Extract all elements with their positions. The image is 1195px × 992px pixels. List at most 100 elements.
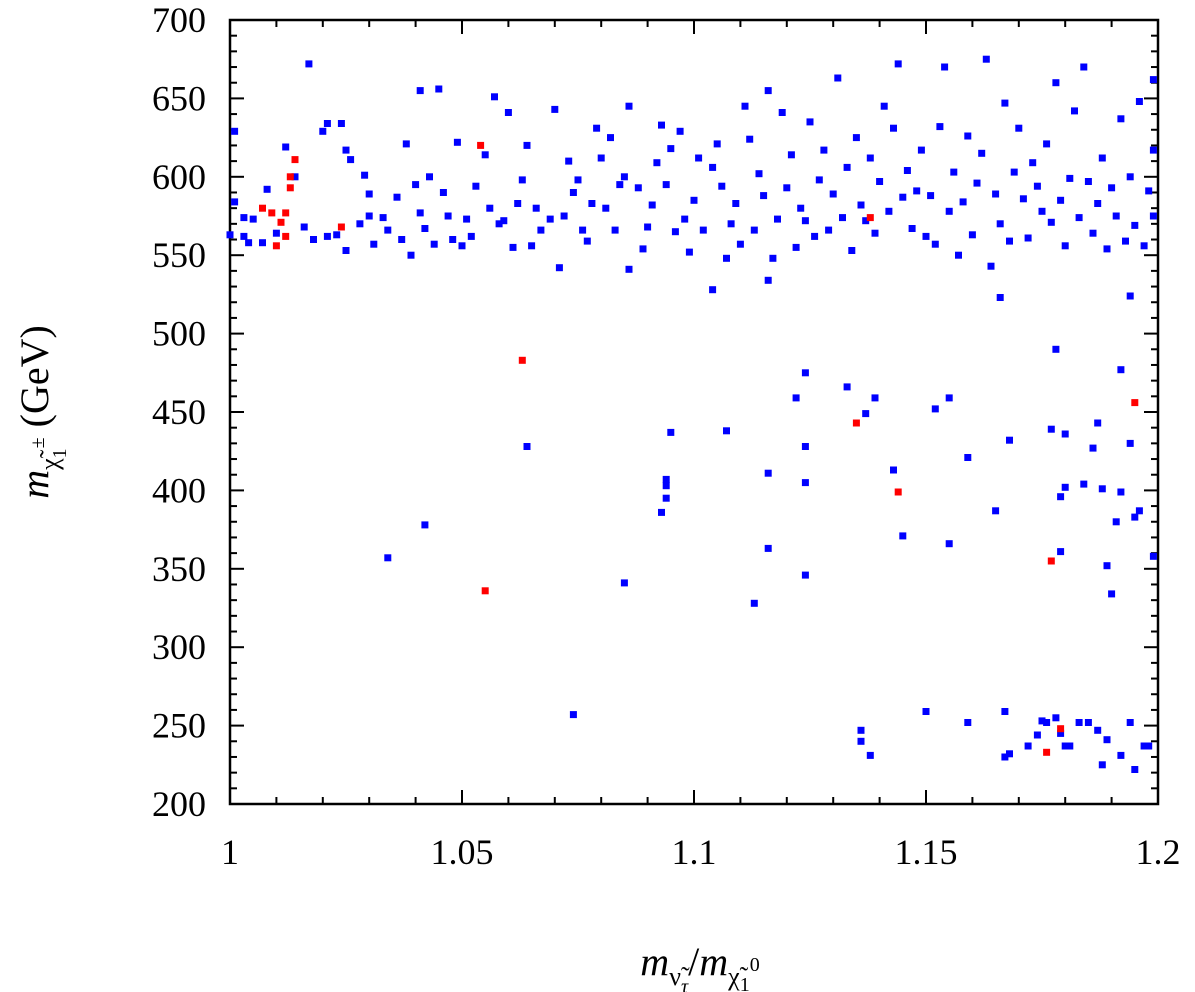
data-point-blue [272, 229, 280, 237]
data-point-blue [583, 237, 591, 245]
data-point-blue [992, 507, 1000, 515]
data-point-blue [927, 192, 935, 200]
data-point-blue [1061, 483, 1069, 491]
data-point-blue [1029, 159, 1037, 167]
data-point-blue [843, 383, 851, 391]
data-point-blue [792, 243, 800, 251]
data-point-blue [685, 248, 693, 256]
data-point-blue [709, 286, 717, 294]
data-point-blue [778, 109, 786, 116]
x-tick-labels: 1 1.05 1.1 1.15 1.2 [221, 832, 1181, 872]
data-point-blue [662, 181, 670, 189]
data-point-blue [1047, 425, 1055, 433]
data-point-blue [607, 134, 614, 142]
data-point-blue [1094, 419, 1102, 427]
data-point-red [1057, 725, 1065, 733]
data-point-blue [402, 140, 410, 148]
data-point-blue [964, 719, 972, 726]
data-point-blue [894, 60, 902, 68]
data-point-blue [996, 294, 1004, 301]
data-point-blue [1052, 79, 1060, 87]
data-point-blue [1149, 212, 1157, 220]
data-point-red [852, 419, 860, 427]
data-point-blue [1006, 436, 1013, 444]
data-point-blue [319, 127, 327, 135]
data-point-blue [1038, 717, 1046, 725]
data-point-blue [245, 239, 253, 247]
data-point-blue [1052, 714, 1060, 722]
data-point-blue [922, 708, 930, 715]
data-point-blue [361, 171, 369, 179]
data-point-blue [379, 214, 387, 222]
x-tick-label: 1.15 [895, 832, 958, 872]
data-point-blue [602, 204, 610, 212]
data-point-blue [862, 410, 870, 418]
data-point-blue [231, 127, 239, 135]
data-point-blue [1131, 766, 1139, 773]
data-point-blue [811, 232, 819, 240]
data-point-blue [1089, 229, 1097, 237]
data-point-blue [1024, 234, 1032, 242]
data-point-red [286, 173, 294, 181]
data-point-blue [801, 571, 809, 579]
data-point-blue [384, 226, 392, 234]
data-point-blue [820, 146, 828, 154]
data-point-blue [648, 201, 656, 209]
data-point-blue [249, 215, 257, 223]
data-point-blue [774, 215, 781, 223]
data-point-blue [620, 579, 628, 587]
data-point-blue [453, 138, 461, 146]
data-point-blue [931, 240, 939, 248]
x-tick-label: 1 [221, 832, 239, 872]
data-point-blue [514, 200, 522, 207]
data-points [226, 55, 1157, 773]
y-tick-label: 500 [152, 314, 206, 354]
data-point-red [337, 223, 345, 231]
data-point-red [282, 232, 290, 240]
data-point-blue [1103, 736, 1111, 744]
data-point-blue [1145, 742, 1153, 750]
y-tick-label: 400 [152, 470, 206, 510]
data-point-blue [723, 254, 730, 262]
data-point-blue [723, 427, 730, 435]
data-point-blue [922, 232, 930, 240]
data-point-blue [416, 209, 424, 217]
data-point-blue [690, 196, 698, 204]
data-point-blue [458, 242, 466, 250]
data-point-red [259, 204, 266, 212]
data-point-blue [871, 229, 879, 237]
data-point-blue [574, 176, 582, 184]
data-point-blue [815, 176, 823, 184]
data-point-blue [333, 231, 341, 239]
data-point-blue [964, 132, 972, 140]
data-point-blue [1089, 444, 1097, 452]
data-point-blue [398, 236, 406, 243]
data-point-blue [695, 154, 703, 162]
data-point-blue [1080, 480, 1088, 488]
data-point-blue [727, 220, 735, 228]
data-point-blue [801, 217, 809, 225]
data-point-blue [291, 173, 299, 181]
data-point-blue [1057, 196, 1065, 204]
data-point-blue [1145, 187, 1153, 195]
x-tick-label: 1.05 [431, 832, 494, 872]
data-point-blue [356, 220, 364, 228]
data-point-blue [899, 532, 907, 540]
data-point-red [1043, 748, 1051, 756]
data-point-blue [491, 93, 498, 101]
data-point-blue [644, 223, 652, 231]
data-point-blue [1117, 366, 1125, 374]
data-point-blue [537, 226, 545, 234]
data-point-blue [792, 394, 800, 402]
data-point-blue [365, 190, 373, 198]
data-point-blue [588, 200, 596, 207]
data-point-blue [973, 179, 981, 187]
data-point-blue [941, 63, 949, 71]
data-point-blue [662, 475, 670, 483]
y-tick-label: 200 [152, 784, 206, 824]
data-point-red [282, 209, 290, 217]
data-point-blue [611, 226, 619, 234]
data-point-blue [231, 198, 239, 206]
data-point-blue [964, 454, 972, 461]
data-point-blue [546, 215, 554, 223]
